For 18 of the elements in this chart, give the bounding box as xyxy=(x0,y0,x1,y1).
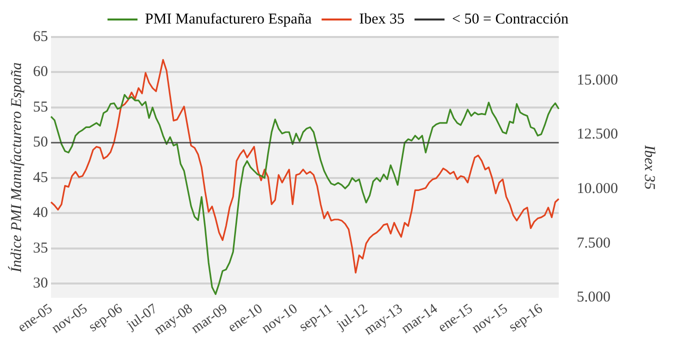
y-tick-label: 45 xyxy=(33,170,48,186)
y-tick-label: 40 xyxy=(33,205,48,222)
y2-tick-label: 5.000 xyxy=(576,290,610,306)
y2-axis-title: Ibex 35 xyxy=(641,144,658,190)
y2-tick-label: 7.500 xyxy=(576,235,610,252)
legend-label: PMI Manufacturero España xyxy=(145,11,312,28)
y-tick-label: 30 xyxy=(33,276,48,292)
y-tick-label: 35 xyxy=(33,240,48,256)
y-tick-label: 55 xyxy=(33,99,48,116)
legend-label: Ibex 35 xyxy=(359,11,405,28)
y-tick-label: 65 xyxy=(33,28,48,45)
y-tick-label: 50 xyxy=(33,134,48,151)
legend-label: < 50 = Contracción xyxy=(452,11,569,28)
y2-tick-label: 12.500 xyxy=(576,126,618,143)
y-tick-label: 60 xyxy=(33,64,48,80)
y2-tick-label: 10.000 xyxy=(576,181,618,198)
y2-tick-label: 15.000 xyxy=(576,72,618,88)
y-axis-title: Índice PMI Manufacturero España xyxy=(8,62,25,274)
